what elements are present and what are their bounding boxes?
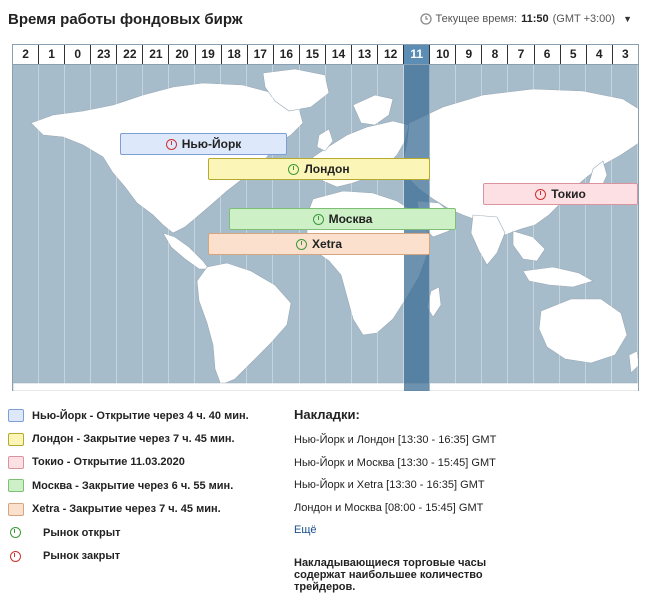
legend: Нью-Йорк - Открытие через 4 ч. 40 мин. Ло… [8,404,249,568]
exchange-bar-5[interactable]: Xetra [208,233,430,255]
overlap-row: Нью-Йорк и Xetra [13:30 - 16:35] GMT [294,479,485,491]
page-title: Время работы фондовых бирж [8,11,243,28]
hour-stripe [612,65,638,391]
legend-item: Москва - Закрытие через 6 ч. 55 мин. [8,474,249,497]
legend-text: Рынок открыт [43,526,121,539]
exchange-name: Лондон [304,162,350,176]
legend-swatch [8,455,24,469]
overlap-row: Нью-Йорк и Лондон [13:30 - 16:35] GMT [294,434,497,446]
world-map: Нью-Йорк Лондон Токио Москва Xetra [13,65,638,391]
hour-stripe [65,65,92,391]
clock-icon [419,13,432,25]
hour-cell: 5 [561,45,587,64]
market-closed-icon [165,138,177,150]
legend-swatch [8,409,24,423]
hour-stripe [91,65,118,391]
market-open-icon [312,213,324,225]
clock-zone: (GMT +3:00) [552,13,616,25]
legend-text: Нью-Йорк - Открытие через 4 ч. 40 мин. [32,409,249,422]
market-open-icon [10,527,21,539]
exchange-bar-4[interactable]: Москва [229,208,456,230]
market-closed-icon [535,188,547,200]
hour-cell: 9 [456,45,483,64]
hour-cell: 3 [621,47,629,61]
legend-market-open: Рынок открыт [8,521,249,544]
hour-stripe [456,65,482,391]
hour-stripe [482,65,508,391]
hour-cell: 17 [248,45,274,64]
hour-stripe [586,65,613,391]
exchange-name: Токио [551,187,586,201]
exchange-map: 2 1 0 23 22 21 20 19 18 17 16 15 14 13 12 11 10 9 8 7 6 5 4 3 [12,44,639,391]
overlap-row: Лондон и Москва [08:00 - 15:45] GMT [294,501,484,514]
exchange-bar-3[interactable]: Токио [483,183,638,205]
current-time-selector[interactable]: Текущее время: 11:50 (GMT +3:00) ▼ [419,13,632,25]
exchange-bar-2[interactable]: Лондон [208,158,430,180]
market-open-icon [288,163,300,175]
overlaps-panel: Накладки: Нью-Йорк и Лондон [13:30 - 16:… [294,407,496,547]
legend-text: Рынок закрыт [43,550,121,563]
hour-cell: 23 [91,45,118,64]
clock-label: Текущее время: [435,13,518,25]
hour-cell: 13 [352,45,379,64]
hour-cell: 7 [508,45,535,64]
hour-cell: 14 [326,45,353,64]
overlap-row: Нью-Йорк и Москва [13:30 - 15:45] GMT [294,456,496,469]
market-open-icon [295,238,307,250]
hour-cell: 2 [13,45,40,64]
hour-cell: 22 [117,45,144,64]
legend-item: Xetra - Закрытие через 7 ч. 45 мин. [8,498,249,521]
hour-stripe [534,65,560,391]
hour-stripe [560,65,587,391]
hour-stripe [169,65,196,391]
hour-cell: 4 [587,45,613,64]
hour-stripe [117,65,144,391]
exchange-bar-1[interactable]: Нью-Йорк [120,133,287,155]
hour-cell: 21 [143,45,170,64]
legend-text: Москва - Закрытие через 6 ч. 55 мин. [32,479,234,492]
hour-cell: 20 [169,45,196,64]
hour-cell: 1 [39,45,66,64]
legend-item: Лондон - Закрытие через 7 ч. 45 мин. [8,427,249,450]
hour-cell: 18 [222,45,248,64]
hour-cell: 19 [196,45,222,64]
legend-swatch [8,432,24,446]
more-link[interactable]: Ещё [294,524,317,536]
hour-stripe [13,65,40,391]
legend-text: Xetra - Закрытие через 7 ч. 45 мин. [32,503,221,516]
hour-stripe [195,65,222,391]
legend-swatch [8,479,24,493]
overlaps-note: Накладывающиеся торговые часы содержат н… [294,557,487,593]
hour-stripe [508,65,534,391]
legend-item: Нью-Йорк - Открытие через 4 ч. 40 мин. [8,404,249,427]
legend-text: Токио - Открытие 11.03.2020 [32,456,185,469]
legend-text: Лондон - Закрытие через 7 ч. 45 мин. [32,433,235,446]
hour-cell: 16 [274,45,300,64]
legend-item: Токио - Открытие 11.03.2020 [8,451,249,474]
exchange-name: Xetra [311,237,343,251]
clock-time: 11:50 [521,13,549,25]
hour-stripe [143,65,170,391]
hour-cell: 11 [404,45,431,64]
overlaps-title: Накладки: [294,407,360,422]
hour-cell: 8 [482,45,509,64]
legend-market-closed: Рынок закрыт [8,544,249,567]
hour-stripe [39,65,66,391]
hour-cell: 10 [430,45,457,64]
hours-row: 2 1 0 23 22 21 20 19 18 17 16 15 14 13 12 11 10 9 8 7 6 5 4 3 [13,45,638,65]
legend-swatch [8,502,24,516]
exchange-name: Москва [328,212,373,226]
hour-cell: 15 [300,45,326,64]
hour-cell: 6 [535,45,561,64]
exchange-name: Нью-Йорк [181,137,242,151]
chevron-down-icon: ▼ [623,14,632,24]
hour-cell: 0 [65,45,92,64]
market-closed-icon [10,550,21,562]
hour-cell: 12 [378,45,405,64]
